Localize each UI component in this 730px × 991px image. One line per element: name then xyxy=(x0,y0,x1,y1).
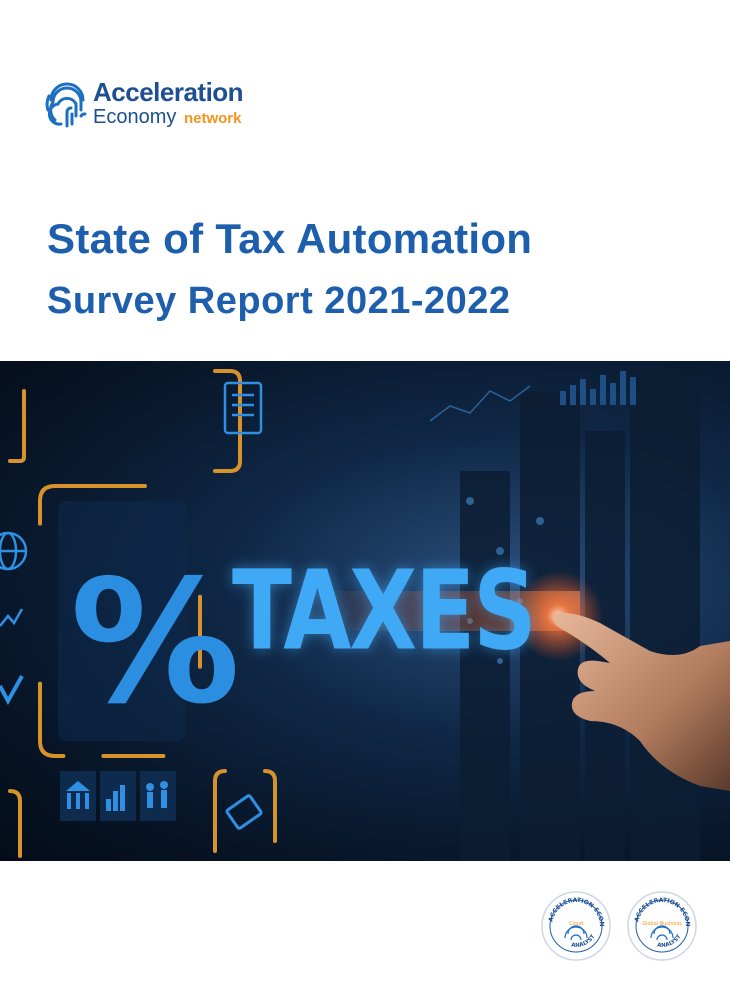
fingerprint-icon xyxy=(45,82,87,128)
globe-icon xyxy=(0,531,28,571)
book-icon xyxy=(225,794,263,830)
badge-seal-icon: ACCELERATION ECONOMY ANALYST xyxy=(537,885,611,961)
acceleration-economy-logo: Acceleration Economy network xyxy=(45,78,285,134)
percent-symbol: % xyxy=(70,544,240,742)
report-title: State of Tax Automation xyxy=(47,215,533,262)
logo-network: network xyxy=(183,110,242,127)
taxes-headline: TAXES xyxy=(232,546,537,675)
logo-line-1: Acceleration xyxy=(93,77,244,107)
clipboard-icon xyxy=(223,381,263,435)
logo-line-2: Economy network xyxy=(93,105,241,131)
hero-image: % TAX xyxy=(0,361,730,861)
pointing-hand xyxy=(552,612,730,791)
report-subtitle: Survey Report 2021-2022 xyxy=(47,280,511,322)
badge-center-label: Cloud xyxy=(568,921,584,927)
finance-icons xyxy=(60,771,176,821)
global-business-analyst-badge: ACCELERATION ECONOMY ANALYST Global Busi… xyxy=(623,885,698,962)
cloud-analyst-badge: ACCELERATION ECONOMY ANALYST Cloud xyxy=(537,885,612,962)
hero-illustration: % xyxy=(0,369,730,861)
check-icon xyxy=(0,675,24,706)
logo-economy: Economy xyxy=(93,106,177,128)
badge-center-label: Global Business xyxy=(642,921,682,927)
badge-seal-icon: ACCELERATION ECONOMY ANALYST xyxy=(623,885,697,961)
